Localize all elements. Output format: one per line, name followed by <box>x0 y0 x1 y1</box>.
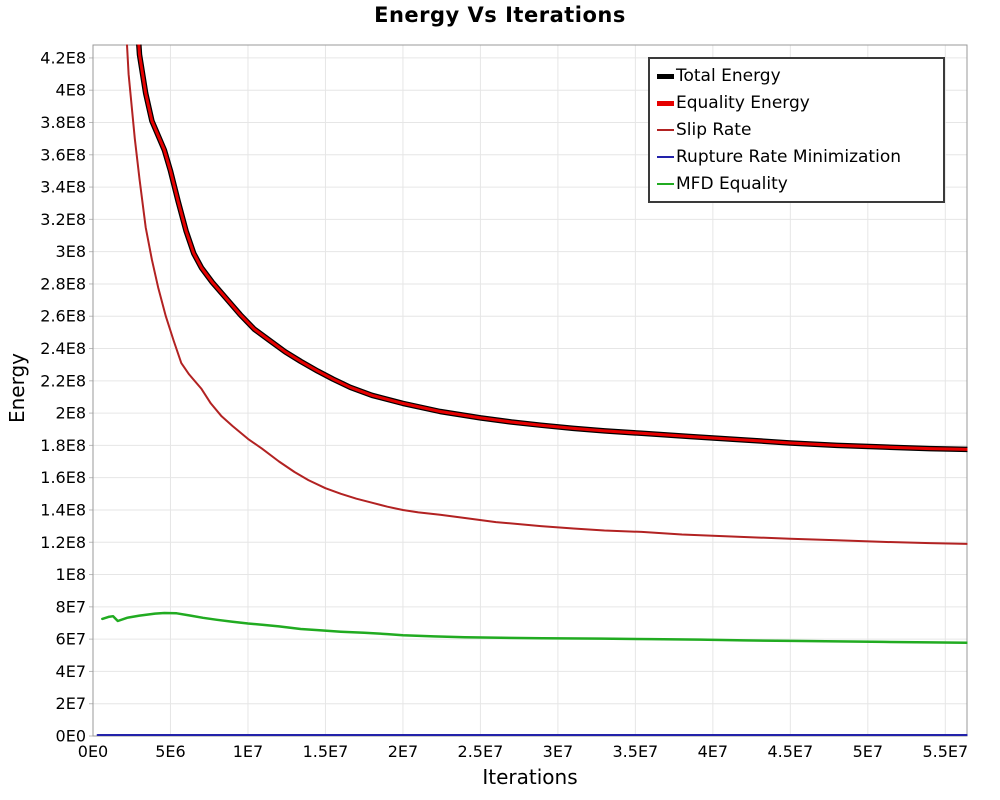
y-tick-label: 4E8 <box>56 81 86 100</box>
y-tick-label: 1.2E8 <box>40 533 86 552</box>
legend-item-total-energy: Total Energy <box>657 66 943 86</box>
y-tick-label: 1E8 <box>56 565 86 584</box>
x-tick-label: 4.5E7 <box>767 742 813 761</box>
legend-label-equality-energy: Equality Energy <box>676 93 810 113</box>
series-line-slip-rate <box>125 44 968 545</box>
y-tick-label: 1.4E8 <box>40 500 86 519</box>
x-tick-label: 5E6 <box>155 742 185 761</box>
legend-item-rupture-rate-minimization: Rupture Rate Minimization <box>657 147 943 167</box>
y-tick-label: 3E8 <box>56 242 86 261</box>
y-tick-label: 1.6E8 <box>40 468 86 487</box>
y-tick-label: 1.8E8 <box>40 436 86 455</box>
y-tick-label: 2E7 <box>56 694 86 713</box>
y-tick-label: 6E7 <box>56 630 86 649</box>
y-tick-label: 2.2E8 <box>40 371 86 390</box>
chart-title: Energy Vs Iterations <box>374 3 626 27</box>
y-tick-label: 3.2E8 <box>40 210 86 229</box>
y-tick-label: 3.4E8 <box>40 178 86 197</box>
y-tick-label: 3.6E8 <box>40 145 86 164</box>
x-tick-label: 0E0 <box>78 742 108 761</box>
legend: Total Energy Equality Energy Slip Rate R… <box>648 57 945 203</box>
legend-swatch-equality-energy <box>657 100 674 106</box>
y-tick-label: 0E0 <box>56 727 86 746</box>
legend-label-slip-rate: Slip Rate <box>676 120 752 140</box>
x-tick-label: 3.5E7 <box>613 742 659 761</box>
legend-swatch-total-energy <box>657 73 674 79</box>
x-tick-label: 1E7 <box>233 742 263 761</box>
legend-swatch-slip-rate <box>657 128 674 132</box>
y-tick-label: 4.2E8 <box>40 48 86 67</box>
x-axis-title: Iterations <box>482 765 578 789</box>
legend-swatch-rupture-rate-minimization <box>657 155 674 159</box>
y-tick-label: 3.8E8 <box>40 113 86 132</box>
y-tick-label: 2.4E8 <box>40 339 86 358</box>
y-tick-label: 8E7 <box>56 597 86 616</box>
y-tick-label: 2.6E8 <box>40 307 86 326</box>
series-line-equality-energy <box>137 44 968 451</box>
x-tick-label: 3E7 <box>543 742 573 761</box>
legend-swatch-mfd-equality <box>657 182 674 186</box>
y-tick-label: 4E7 <box>56 662 86 681</box>
legend-label-mfd-equality: MFD Equality <box>676 174 788 194</box>
legend-label-rupture-rate-minimization: Rupture Rate Minimization <box>676 147 901 167</box>
series-line-mfd-equality <box>101 611 968 644</box>
x-tick-label: 5.5E7 <box>922 742 968 761</box>
legend-item-slip-rate: Slip Rate <box>657 120 943 140</box>
x-tick-label: 2E7 <box>388 742 418 761</box>
x-tick-label: 5E7 <box>853 742 883 761</box>
x-tick-label: 2.5E7 <box>458 742 504 761</box>
x-tick-label: 4E7 <box>698 742 728 761</box>
series-group <box>96 44 968 736</box>
legend-item-mfd-equality: MFD Equality <box>657 174 943 194</box>
y-tick-label: 2E8 <box>56 404 86 423</box>
x-tick-label: 1.5E7 <box>303 742 349 761</box>
legend-item-equality-energy: Equality Energy <box>657 93 943 113</box>
y-tick-label: 2.8E8 <box>40 274 86 293</box>
legend-label-total-energy: Total Energy <box>676 66 781 86</box>
